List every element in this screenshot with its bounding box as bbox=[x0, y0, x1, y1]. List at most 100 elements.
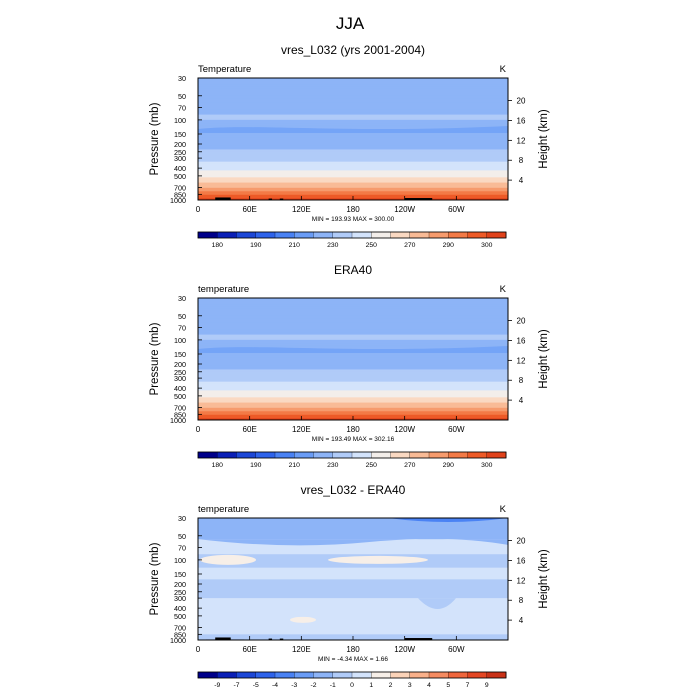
y-tick-label: 100 bbox=[174, 116, 186, 125]
colorbar-label: 190 bbox=[250, 462, 262, 469]
contour-band bbox=[198, 168, 508, 171]
colorbar-swatch bbox=[332, 671, 353, 679]
contour-band bbox=[198, 189, 508, 192]
contour-band bbox=[198, 397, 508, 400]
contour-band bbox=[198, 187, 508, 191]
contour-band bbox=[198, 149, 508, 152]
x-tick-label: 60E bbox=[243, 205, 257, 214]
colorbar-label: -4 bbox=[272, 682, 278, 689]
y2-axis-title: Height (km) bbox=[538, 109, 550, 169]
contour-band bbox=[198, 139, 508, 142]
contour-band bbox=[198, 359, 508, 362]
colorbar-swatch bbox=[486, 671, 507, 679]
contour-band bbox=[198, 303, 508, 306]
y-tick-label: 1000 bbox=[170, 196, 186, 205]
contour-band bbox=[198, 109, 508, 112]
contour-band bbox=[198, 165, 508, 168]
contour-band bbox=[198, 406, 508, 409]
contour-band bbox=[198, 365, 508, 369]
colorbar-label: 190 bbox=[250, 242, 262, 249]
colorbar-swatch bbox=[255, 451, 276, 459]
y2-tick-label: 12 bbox=[517, 356, 526, 365]
contour-patch bbox=[200, 554, 256, 565]
colorbar-swatch bbox=[390, 451, 411, 459]
contour-band bbox=[198, 118, 508, 121]
contour-band bbox=[198, 93, 508, 97]
contour-band bbox=[198, 399, 508, 402]
contour-patch bbox=[418, 598, 456, 609]
colorbar-swatch bbox=[409, 451, 430, 459]
colorbar-swatch bbox=[371, 231, 391, 239]
colorbar-label: 180 bbox=[212, 242, 224, 249]
y-tick-label: 850 bbox=[174, 190, 186, 199]
colorbar-swatch bbox=[390, 671, 411, 679]
contour-band bbox=[198, 339, 508, 343]
contour-band bbox=[198, 346, 508, 350]
contour-band bbox=[198, 186, 508, 189]
contour-band bbox=[198, 166, 508, 170]
panel-model: vres_L032 (yrs 2001-2004) Temperature K 0 60… bbox=[149, 43, 550, 249]
contour-band bbox=[198, 142, 508, 145]
colorbar-swatch bbox=[409, 671, 430, 679]
y2-tick-label: 4 bbox=[519, 616, 524, 625]
stats-label: MIN = -4.34 MAX = 1.66 bbox=[318, 656, 388, 663]
x-tick-label: 120W bbox=[394, 645, 415, 654]
colorbar-swatch bbox=[371, 671, 391, 679]
contour-band bbox=[198, 107, 508, 110]
colorbar-frame bbox=[197, 231, 507, 239]
contour-band bbox=[198, 79, 508, 83]
y-tick-label: 300 bbox=[174, 374, 186, 383]
contour-band bbox=[198, 315, 508, 318]
contour-band bbox=[198, 538, 508, 546]
contour-band bbox=[198, 175, 508, 178]
colorbar-frame bbox=[197, 671, 507, 679]
x-tick-label: 60E bbox=[243, 645, 257, 654]
contour-band bbox=[198, 352, 508, 355]
contour-band bbox=[198, 374, 508, 378]
contour-band bbox=[198, 385, 508, 388]
colorbar: 180 190 210 230 250 270 290 300 bbox=[197, 451, 507, 469]
colorbar-frame bbox=[197, 451, 507, 459]
y-tick-label: 70 bbox=[178, 323, 186, 332]
colorbar-label: 290 bbox=[443, 462, 455, 469]
topography-mask bbox=[279, 638, 284, 640]
contour-band bbox=[198, 179, 508, 182]
y-tick-label: 200 bbox=[174, 140, 186, 149]
y-tick-label: 700 bbox=[174, 184, 186, 193]
y-tick-label: 300 bbox=[174, 594, 186, 603]
contour-band bbox=[198, 102, 508, 105]
y-tick-label: 1000 bbox=[170, 416, 186, 425]
colorbar-swatch bbox=[351, 451, 372, 459]
panel-title: ERA40 bbox=[334, 263, 372, 277]
stats-label: MIN = 193.93 MAX = 300.00 bbox=[312, 216, 395, 223]
panel-units-label: K bbox=[500, 504, 507, 515]
contour-band bbox=[198, 147, 508, 151]
panel-obs: ERA40 temperature K 0 60E 120E 180 120W 60W 30 50 7… bbox=[149, 263, 550, 469]
colorbar-swatch bbox=[448, 231, 468, 239]
contour-band bbox=[198, 173, 508, 177]
y2-tick-label: 12 bbox=[517, 576, 526, 585]
y2-axis-title: Height (km) bbox=[538, 329, 550, 389]
panel-variable-label: Temperature bbox=[198, 64, 251, 75]
y2-tick-label: 12 bbox=[517, 136, 526, 145]
contour-band bbox=[198, 308, 508, 311]
y-tick-label: 850 bbox=[174, 630, 186, 639]
contour-band bbox=[198, 95, 508, 98]
contour-band bbox=[198, 301, 508, 304]
y-tick-label: 250 bbox=[174, 148, 186, 157]
contour-band bbox=[198, 298, 508, 301]
contour-band bbox=[198, 409, 508, 412]
colorbar-swatch bbox=[428, 671, 449, 679]
contour-band bbox=[198, 338, 508, 341]
x-tick-label: 180 bbox=[346, 425, 360, 434]
contour-band bbox=[198, 81, 508, 84]
contour-band bbox=[198, 378, 508, 381]
colorbar-swatch bbox=[274, 671, 295, 679]
colorbar-swatch bbox=[274, 451, 295, 459]
x-tick-label: 0 bbox=[196, 425, 201, 434]
colorbar-label: -9 bbox=[214, 682, 220, 689]
contour-band bbox=[388, 518, 508, 522]
y2-tick-label: 16 bbox=[517, 116, 526, 125]
